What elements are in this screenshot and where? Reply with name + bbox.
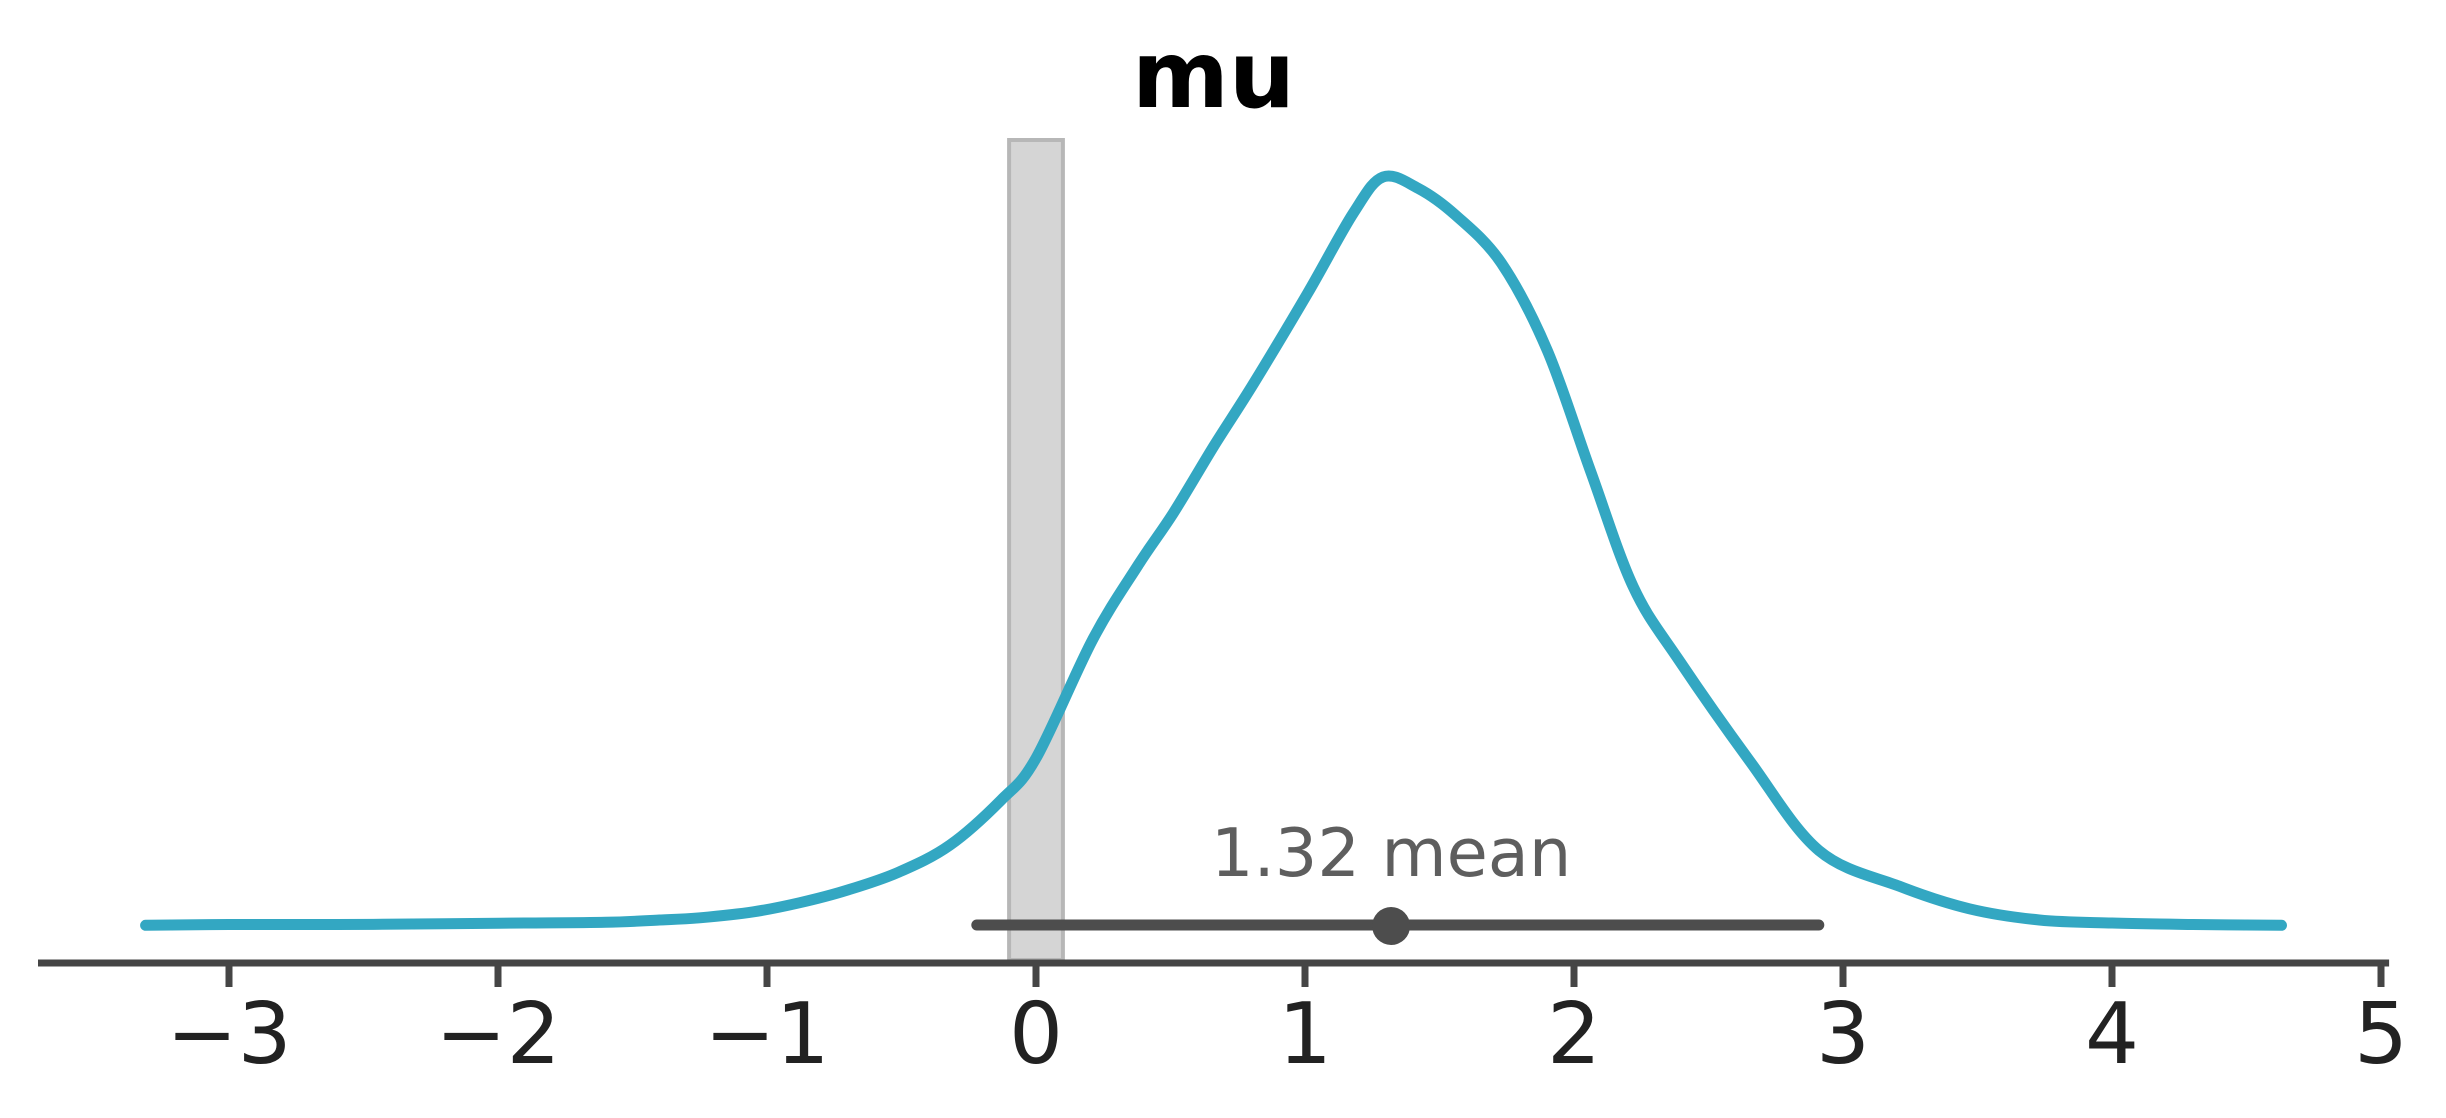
mean-point [1372, 907, 1411, 945]
mean-label: 1.32 mean [1211, 814, 1572, 892]
x-axis-ticks [225, 962, 2385, 987]
x-tick-label: −2 [435, 985, 560, 1084]
chart-title: mu [1132, 21, 1295, 129]
x-tick-label: −1 [704, 985, 829, 1084]
kde-curve [140, 170, 2287, 931]
x-tick-label: 4 [2085, 985, 2139, 1084]
x-tick-label: 1 [1278, 985, 1332, 1084]
x-tick-label: 2 [1547, 985, 1601, 1084]
x-axis-tick-labels: −3 −2 −1 0 1 2 3 4 5 [166, 985, 2408, 1084]
rope-band [1007, 138, 1065, 962]
x-tick-label: 0 [1009, 985, 1063, 1084]
x-tick-label: 5 [2354, 985, 2408, 1084]
x-tick-label: −3 [166, 985, 291, 1084]
x-tick-label: 3 [1816, 985, 1870, 1084]
